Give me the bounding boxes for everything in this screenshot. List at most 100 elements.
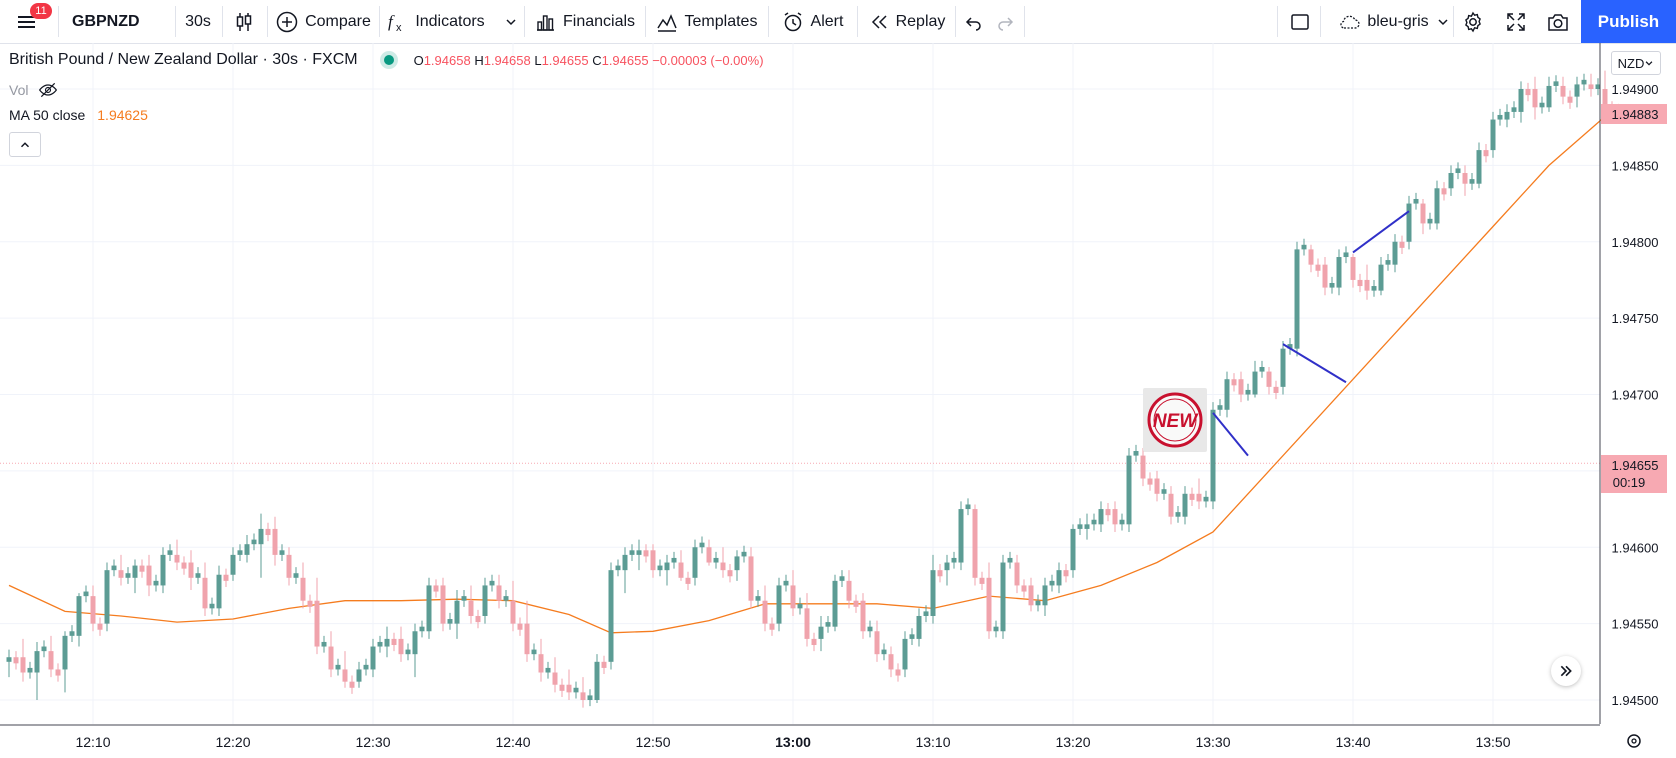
indicators-dropdown-button[interactable]	[498, 0, 524, 43]
replay-button[interactable]: Replay	[862, 0, 950, 43]
menu-button[interactable]: 11	[0, 0, 52, 43]
eye-hidden-icon[interactable]	[38, 80, 58, 100]
candle	[1007, 551, 1013, 569]
candle-body	[1434, 188, 1440, 224]
templates-button[interactable]: Templates	[650, 0, 762, 43]
candle-body	[1350, 257, 1356, 280]
symbol-legend[interactable]: British Pound / New Zealand Dollar · 30s…	[9, 51, 764, 69]
currency-selector[interactable]: NZD	[1611, 51, 1661, 75]
axis-settings-button[interactable]	[1627, 734, 1641, 748]
candle-body	[916, 615, 922, 639]
candle	[720, 547, 726, 578]
price-tick-label: 1.94750	[1612, 311, 1659, 326]
candle-body	[1406, 203, 1412, 242]
candle-body	[986, 577, 992, 632]
legend-collapse-button[interactable]	[9, 132, 41, 157]
trend-line[interactable]	[1212, 412, 1249, 457]
candle	[755, 590, 761, 607]
candle-body	[1553, 81, 1559, 86]
volume-legend[interactable]: Vol	[9, 80, 58, 100]
price-tick-label: 1.94600	[1612, 540, 1659, 555]
market-status-icon[interactable]	[383, 55, 394, 65]
candle-body	[489, 580, 495, 586]
ma-legend[interactable]: MA 50 close 1.94625	[9, 107, 148, 123]
layout-save-button[interactable]: bleu-gris	[1322, 0, 1444, 43]
candle-body	[83, 591, 89, 597]
candle-body	[1154, 478, 1160, 494]
scroll-to-realtime-button[interactable]	[1551, 656, 1581, 686]
candle	[1133, 444, 1139, 462]
candle-body	[818, 626, 824, 639]
alert-button[interactable]: Alert	[775, 0, 849, 43]
redo-button[interactable]	[990, 0, 1020, 43]
candle-body	[811, 638, 817, 646]
candle-body	[34, 651, 40, 673]
new-sticker[interactable]: NEW	[1143, 388, 1207, 452]
time-tick-label: 13:00	[775, 734, 811, 750]
candle-body	[1119, 519, 1125, 525]
candle-body	[846, 580, 852, 601]
candle	[832, 574, 838, 632]
candle	[867, 620, 873, 638]
divider	[1320, 6, 1321, 37]
candle-body	[1595, 84, 1601, 89]
candle	[622, 547, 628, 594]
interval-button[interactable]: 30s	[176, 0, 220, 43]
snapshot-button[interactable]	[1538, 0, 1578, 43]
candle	[1343, 246, 1349, 264]
candle	[1497, 108, 1503, 126]
fullscreen-button[interactable]	[1496, 0, 1536, 43]
compare-button[interactable]: Compare	[268, 0, 378, 43]
divider	[1277, 6, 1278, 37]
candle-body	[573, 687, 579, 693]
candle-body	[1091, 519, 1097, 525]
compare-label: Compare	[305, 12, 371, 30]
candle	[1063, 564, 1069, 583]
candle-body	[762, 600, 768, 624]
sticker-badge	[1147, 392, 1203, 448]
candle-body	[517, 623, 523, 630]
candle-body	[776, 585, 782, 624]
time-tick-label: 12:30	[355, 734, 390, 750]
fullscreen-layout-button[interactable]	[1280, 0, 1320, 43]
candle	[573, 681, 579, 699]
price-axis[interactable]: 1.94900 1.94850 1.94800 1.94750 1.94700 1.946…	[1612, 82, 1659, 708]
symbol-search-button[interactable]: GBPNZD	[62, 0, 174, 43]
candle	[1427, 212, 1433, 230]
candle-body	[1315, 264, 1321, 271]
candle	[419, 620, 425, 638]
candle	[1413, 192, 1419, 210]
time-axis[interactable]: 12:10 12:20 12:30 12:40 12:50 13:00 13:10 13:20…	[75, 734, 1510, 750]
candle	[34, 641, 40, 700]
candle	[615, 559, 621, 577]
candle-body	[699, 542, 705, 548]
price-tick-label: 1.94800	[1612, 235, 1659, 250]
layout-dropdown-button[interactable]	[1430, 0, 1456, 43]
candle-body	[1000, 562, 1006, 632]
bar-countdown-label: 00:19	[1613, 475, 1646, 490]
candle-body	[454, 600, 460, 624]
chart-canvas[interactable]: NEW 1.949001.948501.948001.947501.947001…	[0, 43, 1676, 758]
candle	[335, 658, 341, 676]
publish-button[interactable]: Publish	[1581, 0, 1676, 43]
financials-button[interactable]: Financials	[528, 0, 640, 43]
candle-body	[230, 554, 236, 575]
trend-line[interactable]	[1282, 343, 1347, 384]
chart-type-button[interactable]	[223, 0, 265, 43]
trend-line[interactable]	[1352, 210, 1410, 254]
templates-icon	[655, 10, 679, 34]
candle-body	[97, 623, 103, 630]
candle-body	[748, 556, 754, 601]
candle-body	[1497, 114, 1503, 120]
close-value: 1.94655	[601, 52, 649, 68]
redo-icon	[993, 10, 1017, 34]
candle-body	[1588, 84, 1594, 89]
candle-body	[244, 544, 250, 555]
candle	[13, 651, 19, 670]
candle-body	[468, 600, 474, 616]
indicators-label: Indicators	[415, 12, 485, 30]
undo-button[interactable]	[959, 0, 989, 43]
candle	[1588, 73, 1594, 97]
settings-button[interactable]	[1454, 0, 1492, 43]
